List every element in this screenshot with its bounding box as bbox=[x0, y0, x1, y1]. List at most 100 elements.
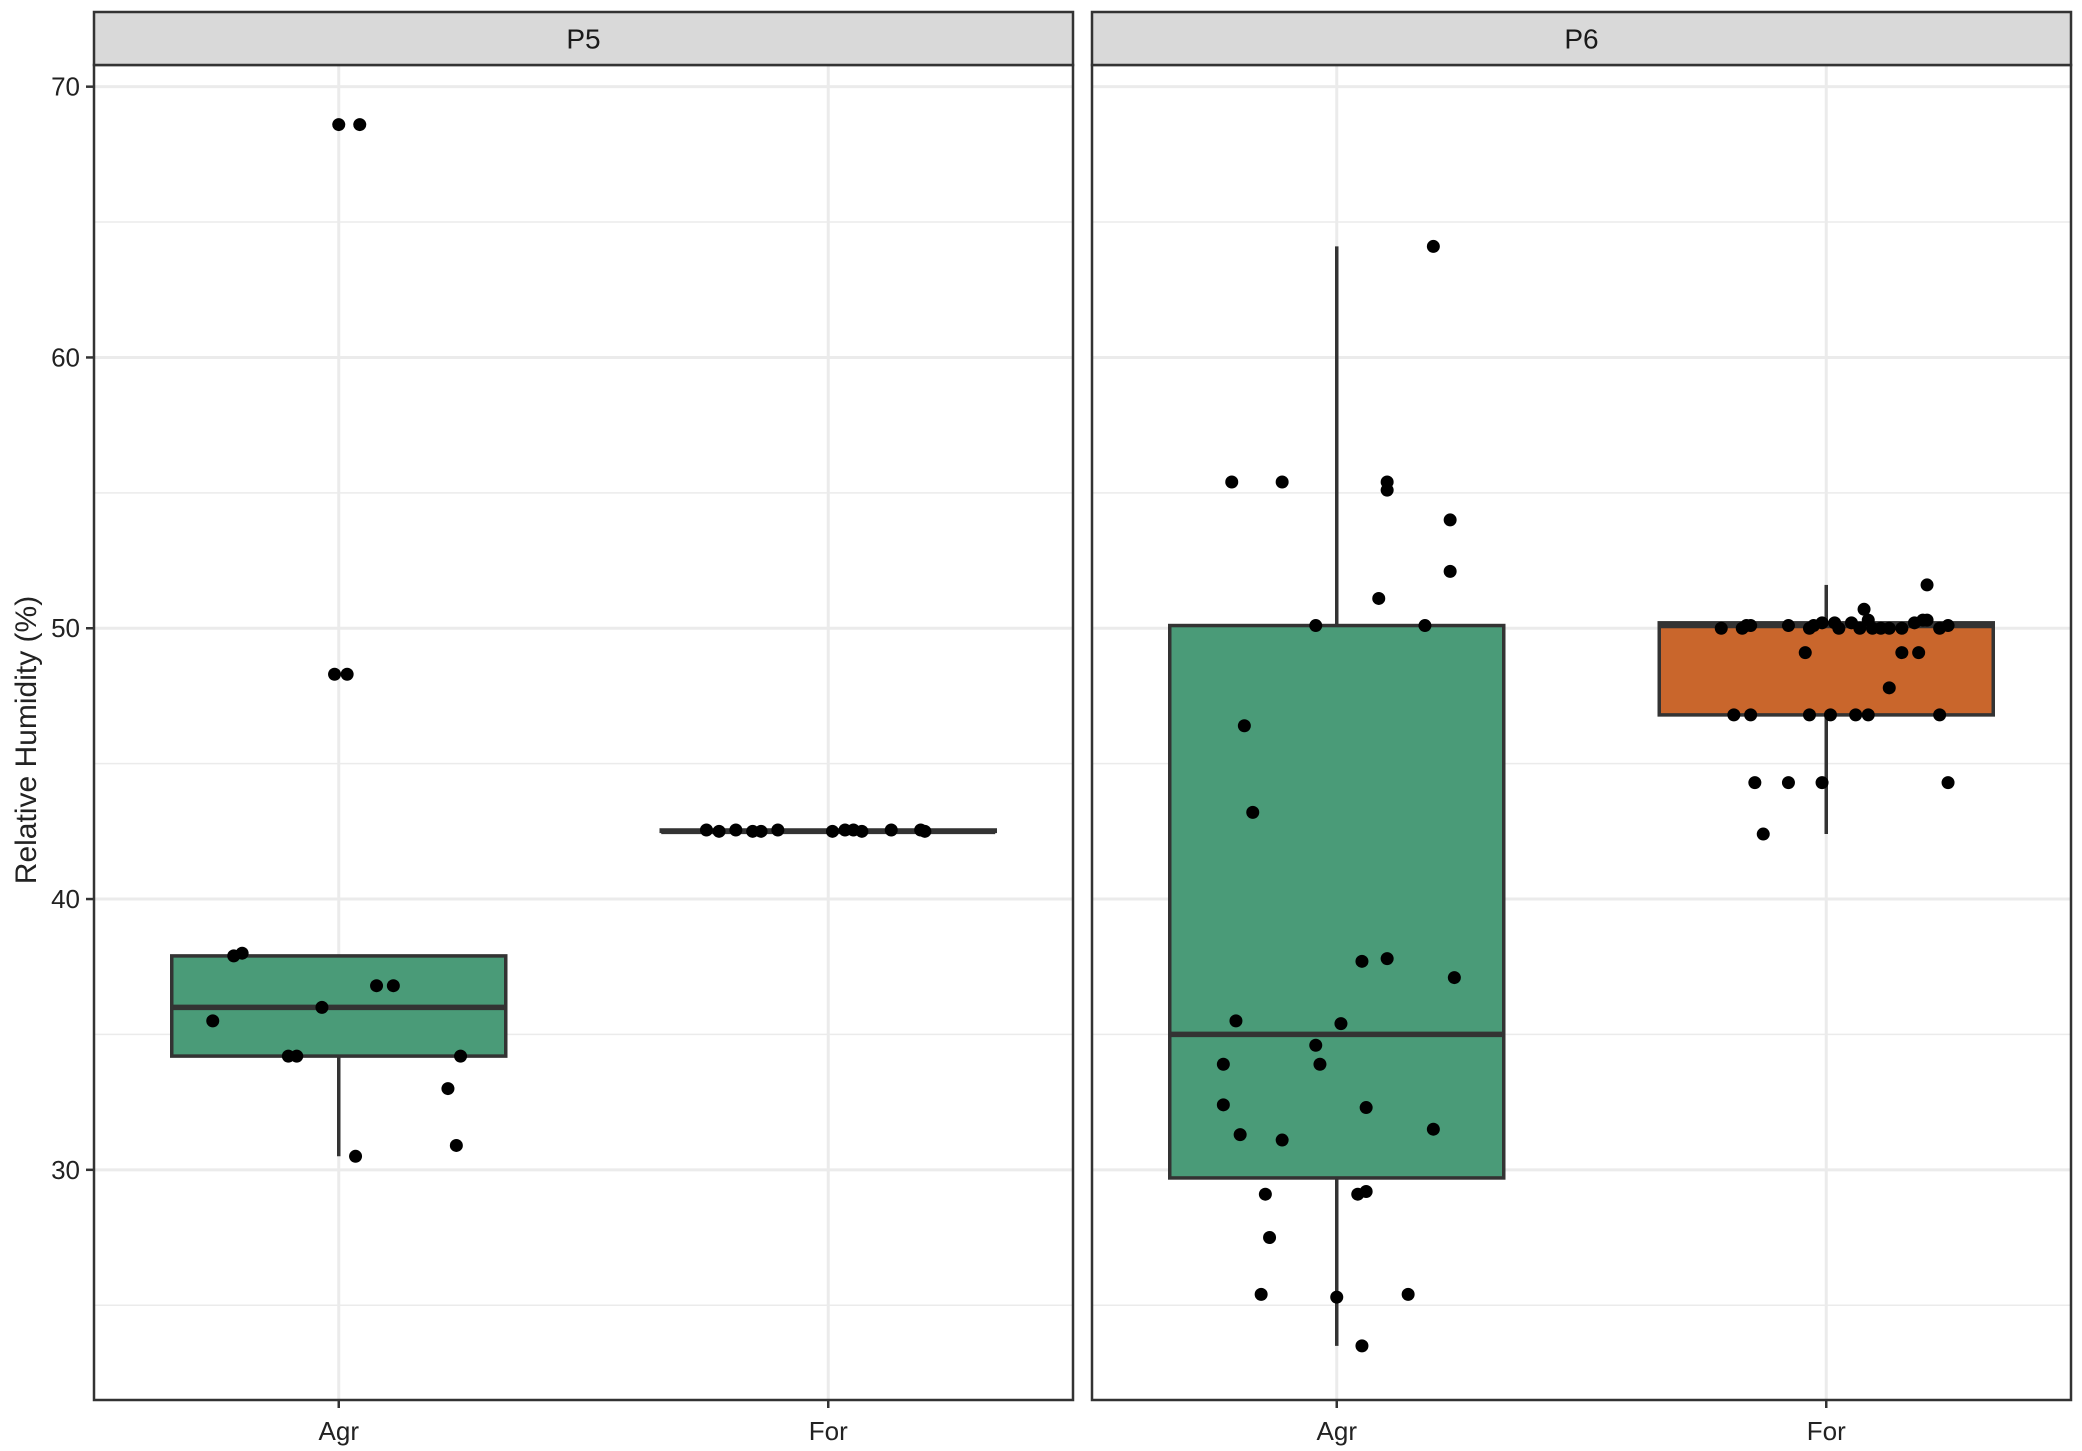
data-point bbox=[1798, 646, 1812, 660]
y-tick-label: 70 bbox=[51, 72, 80, 102]
box-p6-agr bbox=[1168, 623, 1506, 1180]
data-point bbox=[1330, 1290, 1344, 1304]
y-tick-label: 40 bbox=[51, 884, 80, 914]
data-point bbox=[349, 1149, 363, 1163]
data-point bbox=[332, 118, 346, 132]
data-point bbox=[1426, 1122, 1440, 1136]
data-point bbox=[1744, 619, 1758, 633]
data-point bbox=[1359, 1184, 1373, 1198]
data-point bbox=[1727, 708, 1741, 722]
data-point bbox=[1233, 1128, 1247, 1142]
data-point bbox=[1380, 952, 1394, 966]
x-tick-label-agr: Agr bbox=[319, 1416, 360, 1446]
data-point bbox=[1781, 776, 1795, 790]
data-point bbox=[1941, 776, 1955, 790]
x-tick-label-for: For bbox=[1807, 1416, 1846, 1446]
data-point bbox=[699, 823, 713, 837]
data-point bbox=[1920, 578, 1934, 592]
data-point bbox=[1756, 827, 1770, 841]
data-point bbox=[1258, 1187, 1272, 1201]
data-point bbox=[1920, 613, 1934, 627]
data-point bbox=[1823, 708, 1837, 722]
data-point bbox=[1443, 564, 1457, 578]
data-point bbox=[454, 1049, 468, 1063]
data-point bbox=[1418, 619, 1432, 633]
data-point bbox=[1748, 776, 1762, 790]
box-p6-for bbox=[1657, 621, 1995, 717]
data-point bbox=[353, 118, 367, 132]
data-point bbox=[771, 823, 785, 837]
facet-strip bbox=[1090, 10, 2073, 67]
data-point bbox=[1355, 1339, 1369, 1353]
data-point bbox=[1313, 1057, 1327, 1071]
data-point bbox=[1229, 1014, 1243, 1028]
data-point bbox=[1216, 1057, 1230, 1071]
data-point bbox=[1216, 1098, 1230, 1112]
facet-label-p5: P5 bbox=[566, 24, 600, 55]
data-point bbox=[1275, 475, 1289, 489]
data-point bbox=[340, 667, 354, 681]
data-point bbox=[1853, 621, 1867, 635]
data-point bbox=[1334, 1017, 1348, 1031]
y-tick-label: 60 bbox=[51, 342, 80, 372]
data-point bbox=[1447, 971, 1461, 985]
y-tick-label: 50 bbox=[51, 613, 80, 643]
x-tick-label-agr: Agr bbox=[1317, 1416, 1358, 1446]
panel-background bbox=[94, 65, 1073, 1400]
data-point bbox=[1309, 1038, 1323, 1052]
y-axis-title: Relative Humidity (%) bbox=[10, 596, 43, 884]
data-point bbox=[1744, 708, 1758, 722]
data-point bbox=[1355, 954, 1369, 968]
data-point bbox=[370, 979, 384, 993]
data-point bbox=[1309, 619, 1323, 633]
data-point bbox=[1237, 719, 1251, 733]
data-point bbox=[1802, 708, 1816, 722]
facet-strip bbox=[92, 10, 1075, 67]
y-tick-label: 30 bbox=[51, 1155, 80, 1185]
data-point bbox=[1912, 646, 1926, 660]
data-point bbox=[855, 824, 869, 838]
data-point bbox=[712, 824, 726, 838]
data-point bbox=[1895, 646, 1909, 660]
data-point bbox=[825, 824, 839, 838]
data-point bbox=[1275, 1133, 1289, 1147]
facet-label-p6: P6 bbox=[1564, 24, 1598, 55]
data-point bbox=[1882, 681, 1896, 695]
data-point bbox=[1225, 475, 1239, 489]
data-point bbox=[1815, 616, 1829, 630]
data-point bbox=[1359, 1101, 1373, 1115]
data-point bbox=[1714, 621, 1728, 635]
data-point bbox=[1895, 621, 1909, 635]
data-point bbox=[315, 1000, 329, 1014]
data-point bbox=[1941, 619, 1955, 633]
data-point bbox=[290, 1049, 304, 1063]
data-point bbox=[1401, 1287, 1415, 1301]
data-point bbox=[1372, 591, 1386, 605]
data-point bbox=[1857, 602, 1871, 616]
data-point bbox=[1882, 621, 1896, 635]
data-point bbox=[1849, 708, 1863, 722]
data-point bbox=[1861, 708, 1875, 722]
data-point bbox=[1832, 621, 1846, 635]
data-point bbox=[235, 946, 249, 960]
data-point bbox=[1254, 1287, 1268, 1301]
data-point bbox=[1933, 708, 1947, 722]
data-point bbox=[1246, 805, 1260, 819]
data-point bbox=[441, 1082, 455, 1096]
data-point bbox=[1380, 483, 1394, 497]
data-point bbox=[918, 824, 932, 838]
data-point bbox=[328, 667, 342, 681]
data-point bbox=[1263, 1231, 1277, 1245]
data-point bbox=[1781, 619, 1795, 633]
data-point bbox=[884, 823, 898, 837]
data-point bbox=[206, 1014, 220, 1028]
data-point bbox=[449, 1138, 463, 1152]
data-point bbox=[729, 823, 743, 837]
x-tick-label-for: For bbox=[809, 1416, 848, 1446]
data-point bbox=[386, 979, 400, 993]
data-point bbox=[1426, 239, 1440, 253]
data-point bbox=[754, 824, 768, 838]
data-point bbox=[1443, 513, 1457, 527]
